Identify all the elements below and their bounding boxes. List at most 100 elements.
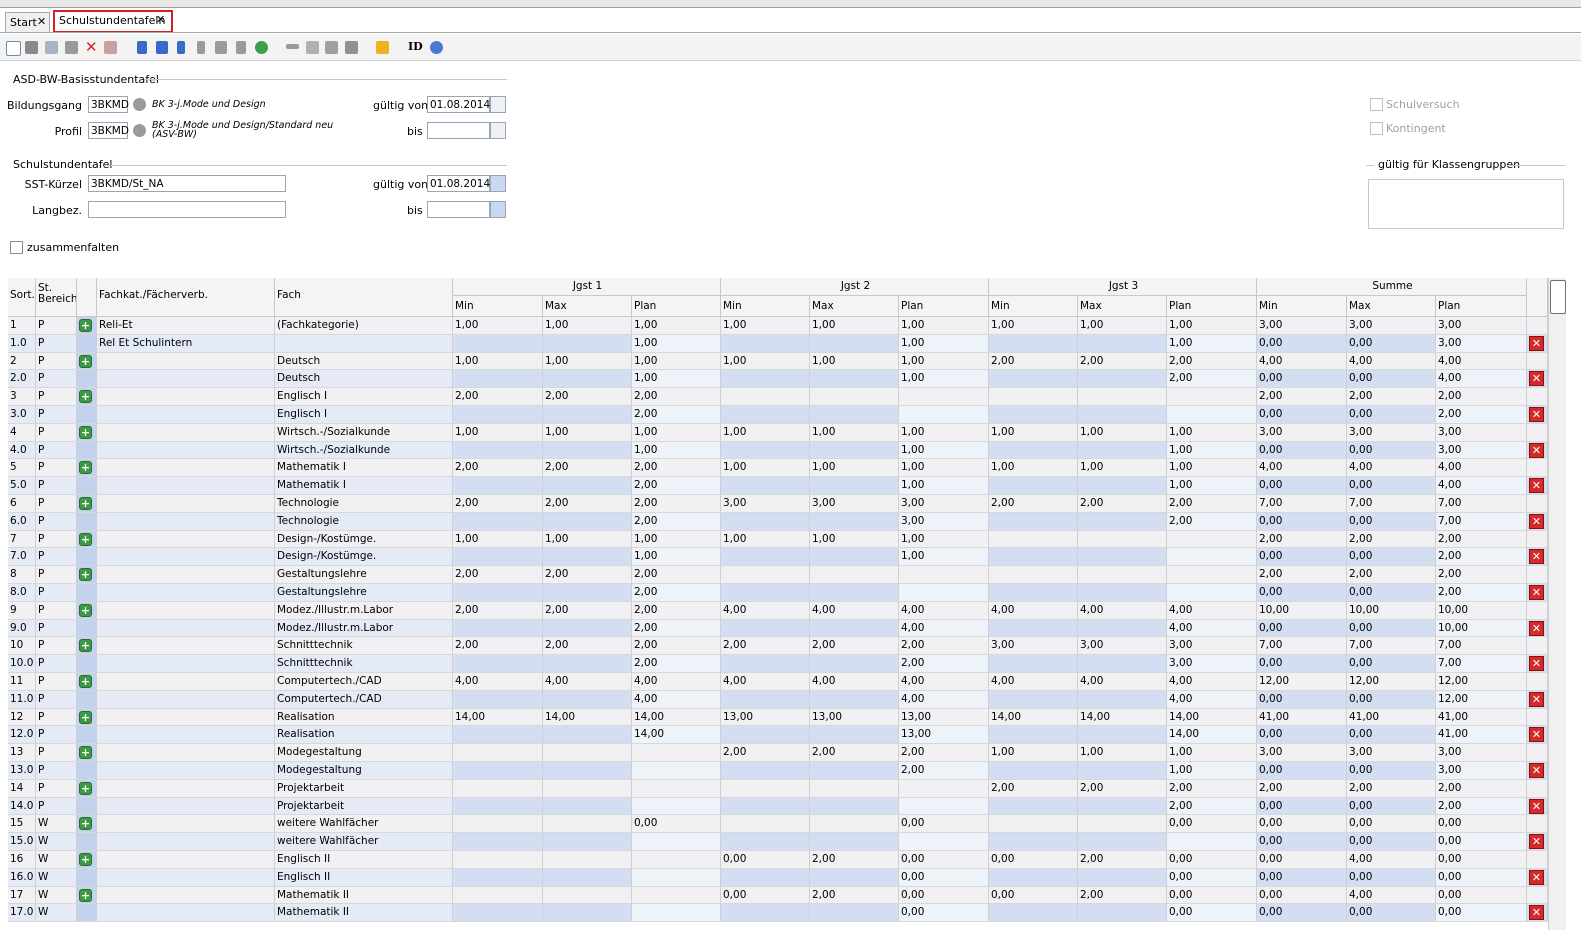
back-button[interactable] — [286, 44, 299, 49]
expand-cell[interactable] — [77, 797, 97, 816]
next-page-button[interactable] — [215, 41, 227, 54]
folder-button[interactable] — [376, 41, 389, 54]
expand-cell[interactable]: + — [77, 317, 97, 335]
expand-cell[interactable]: + — [77, 673, 97, 691]
expand-cell[interactable]: + — [77, 601, 97, 620]
expand-cell[interactable] — [77, 477, 97, 495]
expand-cell[interactable]: + — [77, 708, 97, 727]
checkbox[interactable] — [1370, 122, 1383, 135]
date-field[interactable] — [427, 122, 490, 139]
delete-row-button[interactable]: ✕ — [1529, 691, 1544, 707]
add-button[interactable]: + — [79, 568, 92, 582]
last-button[interactable] — [236, 41, 246, 54]
text-field[interactable]: 3BKMD/St_NA — [88, 175, 286, 192]
tab[interactable]: Start ✕ — [5, 12, 50, 33]
expand-cell[interactable] — [77, 904, 97, 923]
expand-cell[interactable] — [77, 334, 97, 353]
delete-row-button[interactable]: ✕ — [1529, 513, 1544, 529]
delete-row-button[interactable]: ✕ — [1529, 549, 1544, 565]
delete-row-button[interactable]: ✕ — [1529, 727, 1544, 743]
cut-button[interactable] — [306, 41, 319, 54]
add-button[interactable]: + — [79, 425, 92, 439]
expand-cell[interactable]: + — [77, 851, 97, 869]
date-field[interactable]: 01.08.2014 — [427, 175, 490, 192]
expand-cell[interactable]: + — [77, 637, 97, 656]
copy-window-button[interactable] — [45, 41, 58, 54]
expand-cell[interactable]: + — [77, 495, 97, 513]
expand-cell[interactable] — [77, 726, 97, 745]
expand-cell[interactable] — [77, 370, 97, 389]
expand-cell[interactable]: + — [77, 886, 97, 905]
add-button[interactable]: + — [79, 888, 92, 902]
delete-row-button[interactable]: ✕ — [1529, 585, 1544, 600]
dropdown-button[interactable] — [490, 201, 506, 218]
expand-cell[interactable] — [77, 833, 97, 851]
undo-button[interactable] — [65, 41, 78, 54]
expand-cell[interactable] — [77, 655, 97, 673]
delete-row-button[interactable]: ✕ — [1529, 407, 1544, 422]
tab-active[interactable]: Schulstundentafeln ✕ — [53, 10, 173, 33]
checkbox[interactable] — [1370, 98, 1383, 111]
expand-cell[interactable]: + — [77, 744, 97, 762]
copy-button[interactable] — [325, 41, 338, 54]
expand-cell[interactable] — [77, 512, 97, 531]
expand-cell[interactable] — [77, 584, 97, 602]
delete-button[interactable]: ✕ — [85, 38, 98, 56]
date-field[interactable]: 01.08.2014 — [427, 96, 490, 113]
new-button[interactable] — [6, 41, 21, 56]
add-button[interactable]: + — [79, 461, 92, 475]
add-button[interactable]: + — [79, 354, 92, 368]
expand-cell[interactable]: + — [77, 566, 97, 584]
expand-cell[interactable] — [77, 406, 97, 424]
add-button[interactable]: + — [79, 603, 92, 617]
add-button[interactable]: + — [79, 390, 92, 404]
delete-row-button[interactable]: ✕ — [1529, 905, 1544, 921]
delete-row-button[interactable]: ✕ — [1529, 763, 1544, 778]
delete-row-button[interactable]: ✕ — [1529, 620, 1544, 636]
scrollbar[interactable] — [1548, 278, 1566, 930]
help-button[interactable] — [430, 41, 443, 54]
add-button[interactable]: + — [79, 675, 92, 688]
expand-cell[interactable] — [77, 619, 97, 638]
first-button[interactable] — [137, 41, 147, 54]
close-icon[interactable]: ✕ — [37, 15, 47, 28]
next-button[interactable] — [197, 41, 205, 54]
save-button[interactable] — [25, 41, 38, 54]
expand-cell[interactable]: + — [77, 459, 97, 478]
klassengruppen-box[interactable] — [1368, 179, 1564, 229]
close-icon[interactable]: ✕ — [156, 13, 166, 26]
expand-cell[interactable]: + — [77, 423, 97, 442]
add-button[interactable]: + — [79, 319, 92, 332]
dropdown-button[interactable] — [490, 96, 506, 113]
prev-button[interactable] — [177, 41, 185, 54]
prev-page-button[interactable] — [156, 41, 168, 54]
expand-cell[interactable]: + — [77, 815, 97, 834]
expand-cell[interactable]: + — [77, 530, 97, 549]
add-button[interactable]: + — [79, 746, 92, 760]
expand-cell[interactable] — [77, 868, 97, 887]
add-button[interactable]: + — [79, 710, 92, 724]
delete-row-button[interactable]: ✕ — [1529, 656, 1544, 672]
add-button[interactable]: + — [79, 817, 92, 831]
expand-cell[interactable] — [77, 548, 97, 567]
add-button[interactable]: + — [79, 639, 92, 653]
delete-row-button[interactable]: ✕ — [1529, 834, 1544, 850]
delete-row-button[interactable]: ✕ — [1529, 335, 1544, 351]
delete-row-button[interactable]: ✕ — [1529, 869, 1544, 885]
delete-row-button[interactable]: ✕ — [1529, 442, 1544, 458]
delete-row-button[interactable]: ✕ — [1529, 478, 1544, 494]
date-field[interactable] — [427, 201, 490, 218]
id-button[interactable]: ID — [408, 40, 423, 53]
add-button[interactable]: + — [79, 532, 92, 546]
code-field[interactable]: 3BKMD — [88, 96, 129, 113]
text-field[interactable] — [88, 201, 286, 218]
checkbox[interactable] — [10, 241, 23, 254]
delete-row-button[interactable]: ✕ — [1529, 371, 1544, 387]
expand-cell[interactable]: + — [77, 388, 97, 406]
delete-row-button[interactable]: ✕ — [1529, 798, 1544, 814]
add-button[interactable]: + — [79, 853, 92, 866]
expand-cell[interactable] — [77, 690, 97, 709]
dropdown-button[interactable] — [490, 122, 506, 139]
list-button[interactable] — [104, 41, 117, 54]
dropdown-button[interactable] — [490, 175, 506, 192]
